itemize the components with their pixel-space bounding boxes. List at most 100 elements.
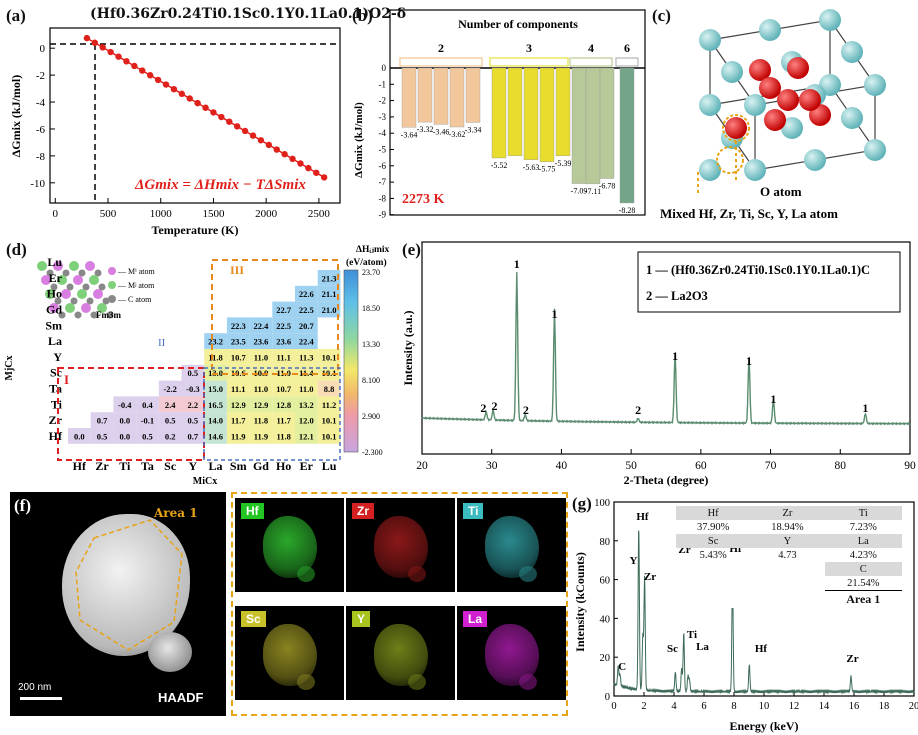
b-bar [507, 67, 523, 157]
gibbs-point [265, 141, 273, 149]
b-bar-label: -5.75 [539, 165, 556, 174]
e-xtick: 20 [416, 460, 428, 472]
haadf-image: (f) Area 1 200 nm HAADF [10, 492, 226, 716]
b-ytick: -4 [379, 128, 387, 138]
gibbs-point [83, 34, 91, 42]
xrd-peak-label: 2 [492, 399, 498, 413]
panel-a-label: (a) [6, 6, 26, 25]
heatmap-cell [249, 333, 273, 349]
heatmap-cell [249, 317, 273, 334]
heatmap-value: 2.4 [165, 400, 176, 410]
g-xtick: 14 [819, 701, 830, 712]
eds-map-label: Sc [241, 611, 266, 627]
gibbs-point [146, 72, 154, 79]
mixed-atom-label: Mixed Hf, Zr, Ti, Sc, Y, La atom [660, 206, 838, 221]
heatmap-cell [158, 396, 182, 413]
cation-atom [744, 94, 766, 116]
heatmap-cell [295, 333, 318, 349]
heatmap-value: 0.2 [165, 431, 176, 441]
e-xtick: 50 [625, 460, 637, 472]
heatmap-cell [295, 317, 318, 334]
row-label: Hf [49, 429, 63, 443]
gibbs-point [131, 62, 138, 70]
heatmap-cell [204, 412, 227, 428]
panel-b-chart: Number of components 2 3 4 6 0 -1 -2 -3 -4 -5 -6 -… [353, 9, 646, 220]
gibbs-point [194, 99, 201, 107]
heatmap-cell [181, 428, 205, 444]
gibbs-point [91, 39, 99, 46]
b-bar [539, 67, 555, 162]
col-label: Sc [164, 459, 177, 473]
component-group: 4 [588, 41, 594, 55]
area-1-label: Area 1 [154, 506, 198, 520]
a-xtick: 2000 [255, 208, 278, 220]
heatmap-cell [226, 380, 250, 397]
legend-mj: — Mʲ atom [117, 281, 155, 290]
cation-atom [781, 117, 803, 139]
heatmap-value: 12.9 [254, 400, 269, 410]
heatmap-cell [249, 396, 273, 413]
composition-cell [676, 562, 751, 576]
b-ytick: 0 [382, 63, 387, 73]
cation-atom [804, 149, 826, 171]
g-xtick: 18 [879, 701, 890, 712]
cation-atom [841, 107, 863, 129]
temperature-label: 2273 K [402, 192, 445, 207]
heatmap-cell [295, 380, 318, 397]
cation-atom [699, 94, 721, 116]
heatmap-cell [249, 412, 273, 428]
heatmap-cell [181, 412, 205, 428]
heatmap-value: 22.7 [276, 305, 292, 315]
heatmap-cell [317, 301, 341, 318]
heatmap-value: 11.7 [231, 416, 246, 426]
heatmap-value: 10.7 [276, 384, 292, 394]
oxygen-atom [787, 57, 809, 79]
a-xtick: 0 [53, 208, 59, 220]
b-ytick: -8 [379, 193, 387, 203]
g-xtick: 20 [909, 701, 918, 712]
eds-peak-label: Ti [687, 629, 697, 641]
heatmap-value: 11.8 [276, 431, 290, 441]
heatmap-cell [272, 396, 295, 413]
composition-cell: 37.90% [696, 521, 730, 533]
composition-cell: Y [783, 535, 792, 547]
g-ytick: 20 [600, 653, 611, 664]
eds-map-label: Ti [463, 503, 484, 519]
heatmap-value: 0.5 [97, 431, 108, 441]
heatmap-cell [317, 428, 341, 444]
heatmap-cell [136, 412, 159, 428]
cation-atom [699, 159, 721, 181]
heatmap-value: 15.0 [208, 384, 223, 394]
heatmap-cell [295, 396, 318, 413]
panel-d-ylabel: MjCx [4, 356, 15, 381]
gibbs-point [123, 58, 130, 65]
heatmap-cell [204, 396, 227, 413]
heatmap-value: 10.7 [231, 352, 247, 362]
eds-peak-label: Sc [667, 643, 678, 655]
oxygen-atom [777, 89, 799, 111]
gibbs-point [249, 132, 257, 139]
g-xtick: 0 [611, 701, 616, 712]
xrd-peak-label: 1 [746, 354, 752, 368]
heatmap-value: 14.6 [208, 431, 223, 441]
heatmap-cell [68, 428, 91, 444]
heatmap-cell [249, 428, 273, 444]
scale-bar-label: 200 nm [18, 682, 52, 693]
b-ytick: -9 [379, 210, 387, 220]
row-label: Gd [46, 303, 62, 317]
b-bar [599, 67, 615, 179]
xrd-peak-label: 1 [514, 257, 520, 271]
eds-map-y: Y [346, 606, 455, 700]
g-xtick: 10 [759, 701, 770, 712]
gibbs-point [178, 90, 186, 98]
heatmap-cell [158, 428, 182, 444]
row-label: Zr [49, 413, 63, 427]
a-ytick: -2 [36, 70, 45, 82]
row-label: Sc [50, 366, 63, 380]
heatmap-value: 10.6 [231, 368, 246, 378]
region-III-box [211, 259, 339, 375]
row-label: Ti [51, 397, 63, 411]
b-bar [523, 67, 539, 160]
legend-mi: — Mⁱ atom [117, 267, 155, 276]
